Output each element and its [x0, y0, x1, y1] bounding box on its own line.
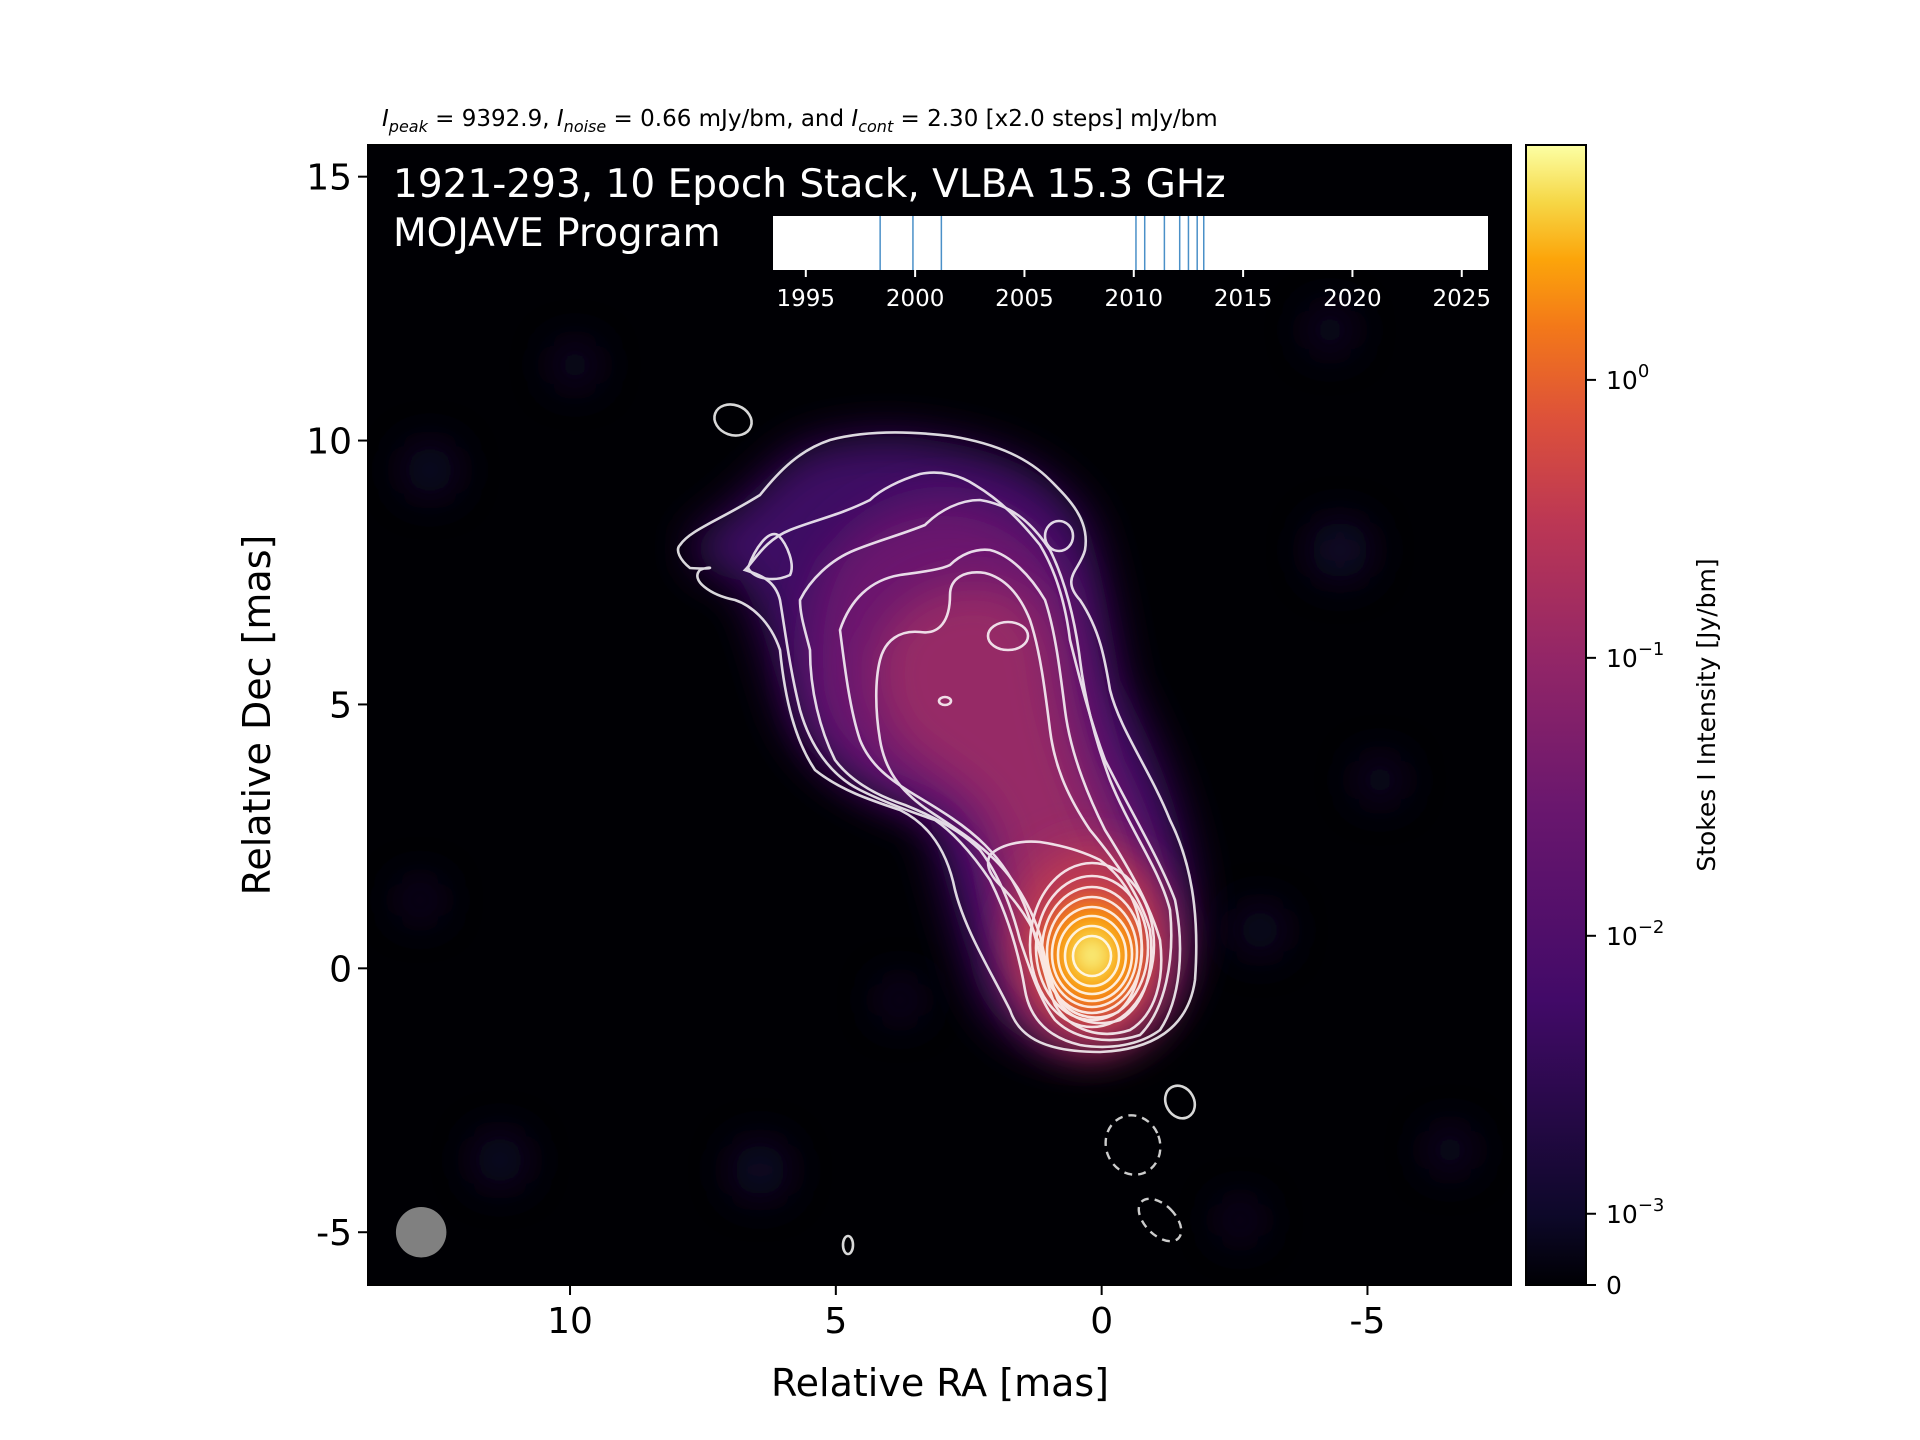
timeline-tick-label: 2020	[1323, 286, 1382, 312]
title-line-1: 1921-293, 10 Epoch Stack, VLBA 15.3 GHz	[393, 162, 1226, 207]
timeline-ticks: 1995 2000 2005 2010 2015 2020 2025	[777, 270, 1491, 312]
x-tick-label: -5	[1350, 1301, 1386, 1342]
colorbar-ticks: 100 10−1 10−2 10−3 0	[1586, 361, 1664, 1300]
x-axis-label: Relative RA [mas]	[771, 1361, 1109, 1405]
y-tick-label: 5	[329, 685, 352, 726]
colorbar-label: Stokes I Intensity [Jy/bm]	[1692, 558, 1721, 871]
timeline-tick-label: 2000	[886, 286, 945, 312]
timeline-tick-label: 1995	[777, 286, 836, 312]
timeline-tick-label: 2025	[1432, 286, 1491, 312]
epoch-timeline: 1995 2000 2005 2010 2015 2020 2025	[773, 216, 1491, 312]
noise-blobs	[400, 308, 1472, 1240]
y-axis-ticks: 15 10 5 0 -5	[306, 158, 368, 1254]
restoring-beam	[395, 1206, 447, 1258]
x-tick-label: 0	[1090, 1301, 1113, 1342]
colorbar-tick-label: 10−3	[1606, 1195, 1664, 1229]
title-line-2: MOJAVE Program	[393, 211, 721, 256]
y-tick-label: -5	[316, 1213, 352, 1254]
contour-lines	[676, 403, 1198, 1256]
x-tick-label: 10	[547, 1301, 593, 1342]
colorbar: 100 10−1 10−2 10−3 0 Stokes I Intensity [Jy/…	[1525, 144, 1721, 1300]
plot-frame	[367, 144, 1512, 1286]
timeline-tick-label: 2010	[1105, 286, 1164, 312]
y-tick-label: 10	[306, 422, 352, 463]
timeline-tick-label: 2015	[1214, 286, 1273, 312]
header-stats: Ipeak = 9392.9, Inoise = 0.66 mJy/bm, an…	[382, 106, 1218, 136]
y-tick-label: 0	[329, 949, 352, 990]
colorbar-tick-label: 0	[1606, 1271, 1622, 1300]
y-axis-label: Relative Dec [mas]	[235, 535, 279, 896]
colorbar-tick-label: 10−2	[1606, 917, 1664, 951]
colorbar-tick-label: 100	[1606, 361, 1649, 395]
colorbar-tick-label: 10−1	[1606, 639, 1664, 673]
image-panel: 1921-293, 10 Epoch Stack, VLBA 15.3 GHz …	[367, 144, 1512, 1286]
timeline-tick-label: 2005	[995, 286, 1054, 312]
epoch-lines	[879, 216, 1205, 270]
timeline-background	[773, 216, 1488, 270]
x-axis-ticks: 10 5 0 -5	[547, 1285, 1385, 1342]
y-tick-label: 15	[306, 158, 352, 199]
colorbar-fill	[1525, 144, 1587, 1286]
x-tick-label: 5	[824, 1301, 847, 1342]
negative-contours	[1104, 1114, 1183, 1243]
